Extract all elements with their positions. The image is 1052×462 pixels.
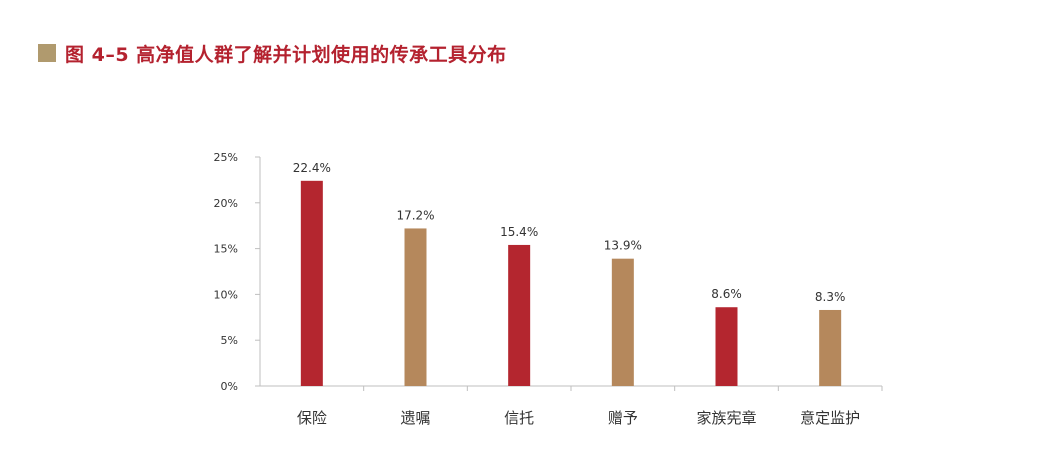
bar bbox=[611, 258, 634, 386]
x-category-label: 意定监护 bbox=[800, 409, 860, 427]
x-category-label: 遗嘱 bbox=[400, 409, 430, 427]
y-tick-label: 10% bbox=[214, 288, 238, 301]
data-label: 15.4% bbox=[500, 225, 538, 239]
x-category-label: 保险 bbox=[297, 409, 327, 427]
x-category-label: 家族宪章 bbox=[696, 409, 756, 427]
data-label: 13.9% bbox=[604, 239, 642, 253]
y-tick-label: 5% bbox=[221, 334, 238, 347]
data-label: 8.3% bbox=[815, 290, 846, 304]
chart-title-text: 图 4–5 高净值人群了解并计划使用的传承工具分布 bbox=[65, 43, 507, 66]
y-tick-label: 15% bbox=[214, 243, 238, 256]
bar bbox=[715, 307, 738, 386]
x-category-label: 信托 bbox=[504, 409, 534, 427]
bar bbox=[819, 309, 842, 386]
bar bbox=[300, 180, 323, 386]
y-tick-label: 25% bbox=[214, 151, 238, 164]
x-category-label: 赠予 bbox=[608, 409, 638, 427]
data-label: 8.6% bbox=[711, 287, 742, 301]
title-square-icon bbox=[38, 44, 56, 62]
data-label: 22.4% bbox=[293, 161, 331, 175]
bar bbox=[508, 244, 531, 386]
chart-title: 图 4–5 高净值人群了解并计划使用的传承工具分布 bbox=[38, 41, 507, 66]
data-label: 17.2% bbox=[396, 208, 434, 222]
bar bbox=[404, 228, 427, 386]
y-tick-label: 20% bbox=[214, 197, 238, 210]
y-tick-label: 0% bbox=[221, 380, 238, 393]
